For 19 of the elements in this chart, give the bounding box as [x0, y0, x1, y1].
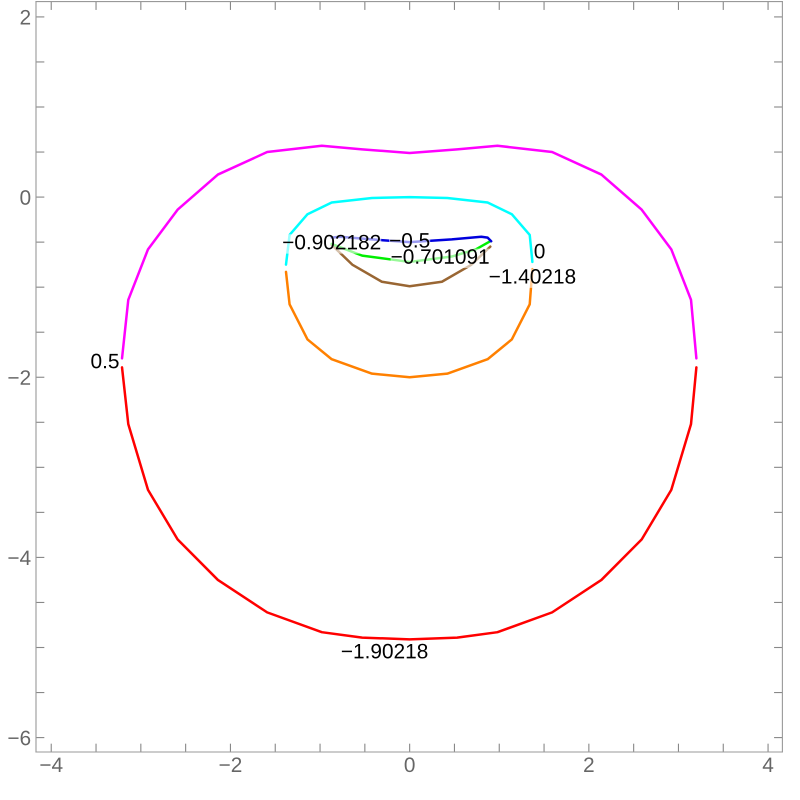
- annotation: −1.40218: [490, 269, 576, 284]
- y-tick-label: 2: [20, 10, 30, 24]
- y-tick-label: −4: [8, 550, 31, 565]
- y-tick-label: 0: [20, 190, 30, 205]
- x-tick-label: 2: [584, 757, 594, 772]
- y-tick-label: −6: [8, 730, 30, 746]
- y-tick-label: −2: [8, 370, 30, 385]
- annotation: 0.5: [91, 354, 119, 368]
- line-series: [284, 196, 534, 266]
- x-tick-label: 0: [404, 757, 415, 772]
- x-tick-label: −2: [220, 757, 242, 772]
- annotation: −0.902182: [283, 234, 380, 250]
- x-tick-label: 4: [762, 758, 774, 772]
- line-series: [120, 366, 698, 641]
- annotation: −1.90218: [342, 644, 428, 659]
- x-tick-label: −4: [40, 758, 62, 772]
- line-series: [120, 144, 698, 360]
- annotation: 0: [534, 244, 545, 259]
- annotation: −0.701091: [392, 249, 489, 264]
